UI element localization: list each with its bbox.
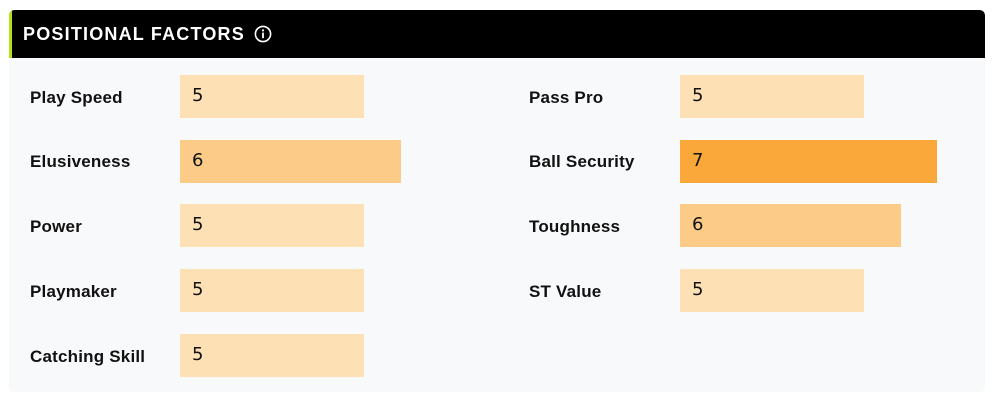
factor-value-power: 5 <box>192 214 204 235</box>
factor-value-toughness: 6 <box>692 214 704 235</box>
positional-factors-panel: POSITIONAL FACTORS Play Speed 5 Elusiven… <box>9 10 985 392</box>
factor-bar-pass-pro: 5 <box>680 75 864 118</box>
factor-label-play-speed: Play Speed <box>30 88 123 107</box>
factor-label-elusiveness: Elusiveness <box>30 152 131 171</box>
factor-bar-power: 5 <box>180 204 364 247</box>
factor-label-ball-security: Ball Security <box>529 152 635 171</box>
factor-value-st-value: 5 <box>692 279 704 300</box>
header-accent <box>9 10 12 58</box>
factor-label-playmaker: Playmaker <box>30 282 117 301</box>
factor-label-power: Power <box>30 217 83 236</box>
factor-value-ball-security: 7 <box>692 150 704 171</box>
factor-bar-playmaker: 5 <box>180 269 364 312</box>
factor-bar-toughness: 6 <box>680 204 901 247</box>
factor-bar-elusiveness: 6 <box>180 140 401 183</box>
factor-label-st-value: ST Value <box>529 282 602 301</box>
factor-label-toughness: Toughness <box>529 217 621 236</box>
factor-value-play-speed: 5 <box>192 85 204 106</box>
factor-bar-st-value: 5 <box>680 269 864 312</box>
factor-bar-catching-skill: 5 <box>180 334 364 377</box>
panel-header: POSITIONAL FACTORS <box>9 10 985 58</box>
panel-title: POSITIONAL FACTORS <box>23 24 245 44</box>
factor-bar-play-speed: 5 <box>180 75 364 118</box>
factor-label-pass-pro: Pass Pro <box>529 88 604 107</box>
info-circle-icon[interactable] <box>254 25 272 43</box>
factor-bar-ball-security: 7 <box>680 140 937 183</box>
factor-value-elusiveness: 6 <box>192 150 204 171</box>
factor-value-catching-skill: 5 <box>192 344 204 365</box>
factor-value-playmaker: 5 <box>192 279 204 300</box>
factor-value-pass-pro: 5 <box>692 85 704 106</box>
factor-label-catching-skill: Catching Skill <box>30 347 146 366</box>
